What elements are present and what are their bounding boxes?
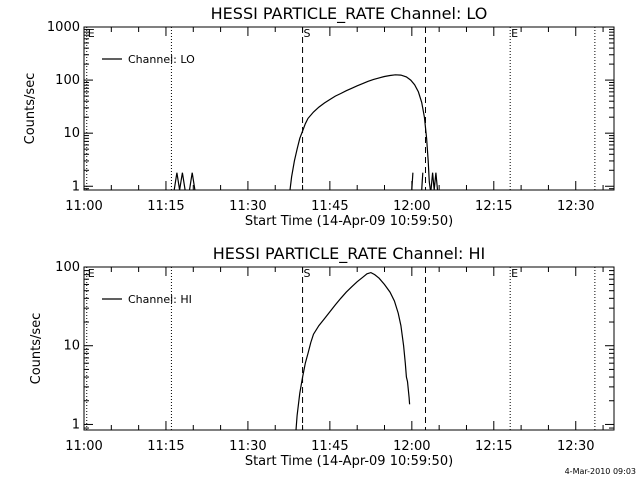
marker-label: S bbox=[304, 267, 311, 280]
marker-label: S bbox=[304, 27, 311, 40]
x-tick-label: 12:30 bbox=[557, 439, 594, 454]
x-tick-label: 12:30 bbox=[557, 199, 594, 214]
x-tick-label: 11:30 bbox=[229, 439, 266, 454]
x-axis-label: Start Time (14-Apr-09 10:59:50) bbox=[245, 454, 453, 469]
x-tick-label: 11:45 bbox=[311, 199, 348, 214]
x-tick-label: 11:00 bbox=[65, 199, 102, 214]
y-tick-label: 100 bbox=[55, 260, 80, 275]
chart-title: HESSI PARTICLE_RATE Channel: LO bbox=[211, 4, 488, 24]
marker-label: E bbox=[88, 27, 95, 40]
legend-entry: Channel: HI bbox=[128, 293, 192, 306]
y-tick-label: 10 bbox=[63, 126, 80, 141]
series-line bbox=[188, 172, 196, 191]
x-tick-label: 11:45 bbox=[311, 439, 348, 454]
x-tick-label: 11:30 bbox=[229, 199, 266, 214]
footer-timestamp: 4-Mar-2010 09:03 bbox=[565, 467, 636, 476]
y-tick-label: 10 bbox=[63, 339, 80, 354]
marker-label: E bbox=[88, 267, 95, 280]
y-tick-label: 1 bbox=[72, 179, 80, 194]
y-axis-label: Counts/sec bbox=[29, 313, 44, 385]
chart-title: HESSI PARTICLE_RATE Channel: HI bbox=[213, 244, 486, 264]
marker-label: E bbox=[511, 27, 518, 40]
series-line bbox=[430, 172, 439, 191]
plot-frame bbox=[83, 26, 615, 191]
plot-frame bbox=[83, 266, 615, 431]
legend-entry: Channel: LO bbox=[128, 53, 195, 66]
x-tick-label: 11:15 bbox=[147, 199, 184, 214]
x-tick-label: 12:00 bbox=[393, 439, 430, 454]
x-tick-label: 11:00 bbox=[65, 439, 102, 454]
y-tick-label: 1000 bbox=[47, 20, 80, 35]
y-tick-label: 1 bbox=[72, 417, 80, 432]
x-tick-label: 12:15 bbox=[475, 439, 512, 454]
series-line bbox=[289, 74, 431, 191]
series-line bbox=[173, 172, 186, 191]
chart-panel-lo: HESSI PARTICLE_RATE Channel: LO 1 10 100 100… bbox=[23, 4, 615, 229]
x-tick-label: 11:15 bbox=[147, 439, 184, 454]
series-line bbox=[295, 271, 411, 431]
x-tick-label: 12:15 bbox=[475, 199, 512, 214]
x-axis-label: Start Time (14-Apr-09 10:59:50) bbox=[245, 214, 453, 229]
series-line bbox=[421, 172, 424, 191]
chart-panel-hi: HESSI PARTICLE_RATE Channel: HI 1 10 100 11:… bbox=[29, 244, 615, 469]
x-tick-label: 12:00 bbox=[393, 199, 430, 214]
marker-label: E bbox=[511, 267, 518, 280]
y-axis-label: Counts/sec bbox=[23, 73, 38, 145]
y-tick-label: 100 bbox=[55, 73, 80, 88]
series-line bbox=[411, 172, 414, 191]
